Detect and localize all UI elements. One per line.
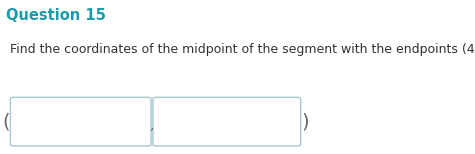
Text: (: ( <box>2 112 10 131</box>
FancyBboxPatch shape <box>153 97 301 146</box>
Text: ): ) <box>302 112 309 131</box>
Text: Question 15: Question 15 <box>6 8 106 23</box>
FancyBboxPatch shape <box>10 97 151 146</box>
Text: ,: , <box>150 118 154 132</box>
Text: Find the coordinates of the midpoint of the segment with the endpoints (4,  4) a: Find the coordinates of the midpoint of … <box>10 43 475 56</box>
